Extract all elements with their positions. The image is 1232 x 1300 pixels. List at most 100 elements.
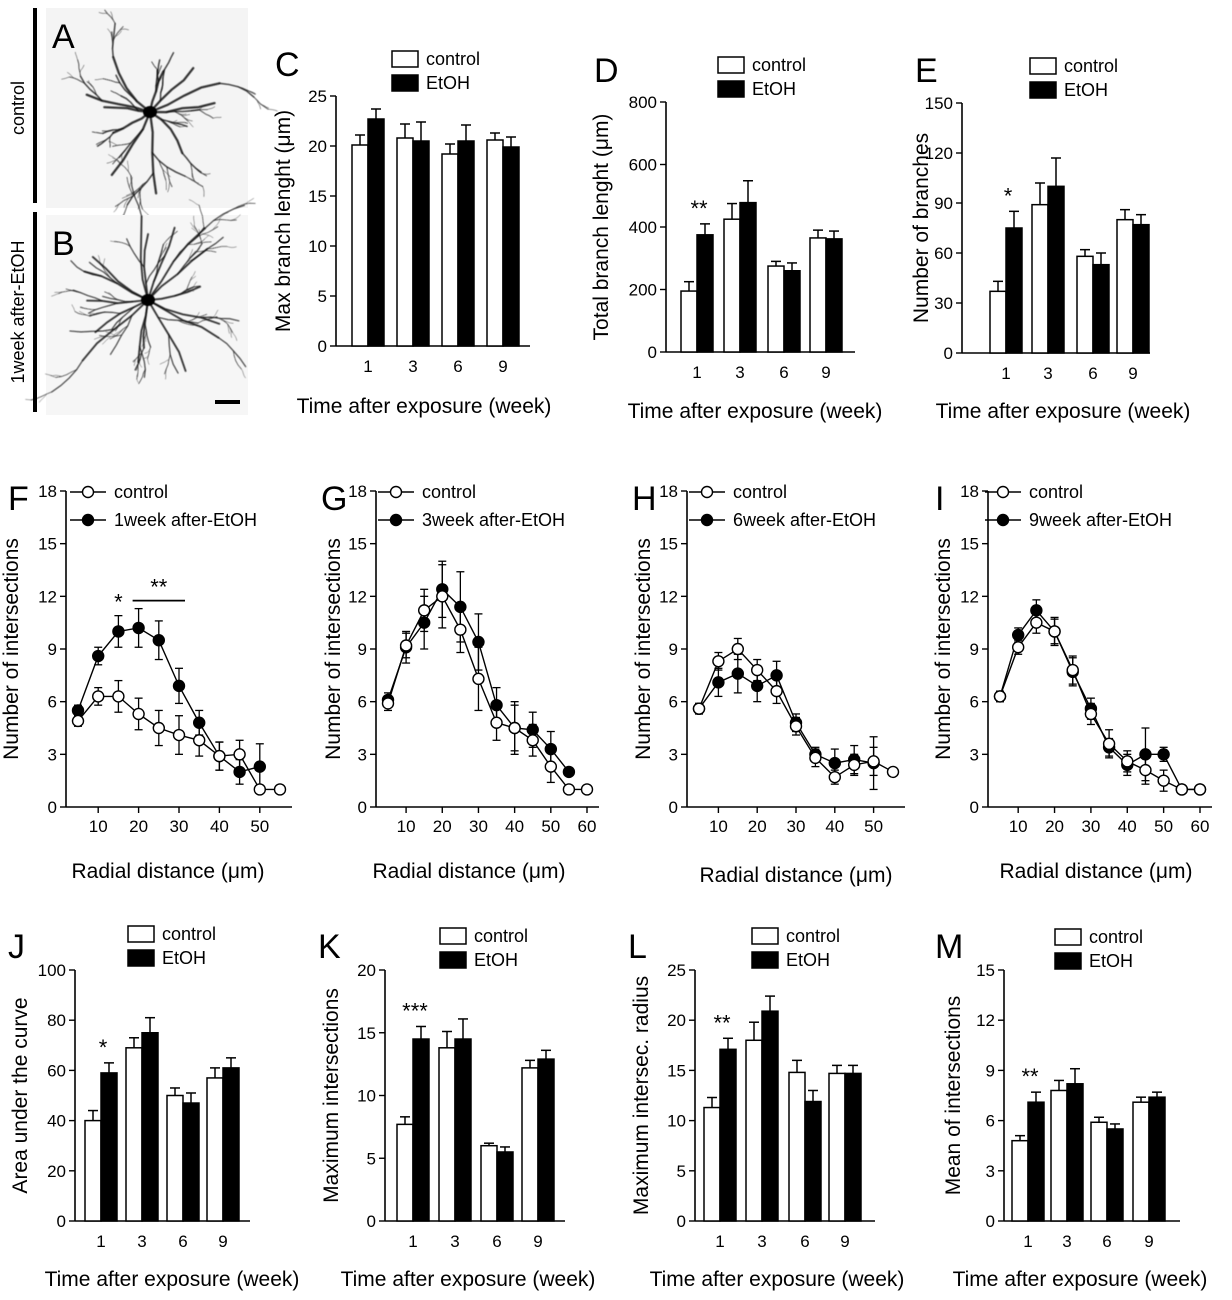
point-control-50	[1157, 774, 1170, 787]
y-tick-label: 15	[659, 535, 678, 554]
x-axis-label: Time after exposure (week)	[628, 400, 883, 423]
y-axis-label: Area under the curve	[9, 997, 32, 1193]
dendrite-process	[127, 160, 129, 172]
x-tick-label: 40	[1118, 817, 1137, 836]
legend-swatch-etoh	[717, 80, 745, 98]
bar-control-3	[745, 1039, 763, 1222]
panel-letter: I	[935, 480, 944, 518]
dendrite-process	[139, 345, 146, 378]
legend-label-etoh: 1week after-EtOH	[114, 510, 257, 530]
x-tick-label: 30	[1081, 817, 1100, 836]
dendrite-process	[109, 314, 133, 355]
dendrite-process	[61, 76, 70, 80]
dendrite-process	[51, 359, 84, 393]
x-tick-label: 40	[825, 817, 844, 836]
dendrite-process	[165, 368, 167, 380]
x-tick-label: 9	[498, 357, 507, 376]
x-axis-label: Radial distance (μm)	[700, 864, 893, 887]
dendrite-process	[112, 55, 152, 114]
panel-letter: H	[632, 480, 657, 518]
chart-panel-c: 0 5 10 15 20 25 Max branch lenght (μm) Time aft…	[272, 46, 551, 418]
legend-label-control: control	[114, 482, 168, 502]
dendrite-process	[117, 159, 132, 177]
dendrite-process	[143, 355, 149, 360]
x-tick-label: 9	[1128, 364, 1137, 383]
dendrite-process	[217, 337, 247, 368]
bar-etoh-9	[844, 1072, 862, 1222]
dendrite-process	[162, 169, 171, 178]
dendrite-process	[206, 106, 216, 110]
dendrite-process	[151, 61, 159, 71]
dendrite-process	[73, 289, 103, 302]
y-tick-label: 0	[648, 343, 657, 362]
x-tick-label: 50	[541, 817, 560, 836]
dendrite-process	[186, 276, 193, 291]
dendrite-process	[176, 243, 203, 275]
point-control-20	[751, 663, 764, 677]
dendrite-process	[109, 325, 129, 340]
point-control-20	[436, 590, 449, 603]
dendrite-process	[103, 78, 121, 84]
x-tick-label: 6	[800, 1232, 809, 1251]
x-axis-label: Time after exposure (week)	[953, 1268, 1208, 1291]
x-tick-label: 1	[715, 1232, 724, 1251]
dendrite-process	[51, 293, 59, 297]
dendrite-process	[94, 299, 149, 334]
dendrite-process	[218, 82, 255, 98]
dendrite-process	[164, 354, 171, 375]
dendrite-process	[115, 316, 123, 332]
series-line-control	[999, 621, 1200, 791]
dendrite-process	[134, 359, 136, 366]
point-control-35	[192, 734, 206, 747]
x-tick-label: 3	[137, 1232, 146, 1251]
y-tick-label: 6	[669, 693, 678, 712]
y-tick-label: 15	[348, 535, 367, 554]
dendrite-process	[165, 179, 167, 191]
x-axis-label: Time after exposure (week)	[341, 1268, 596, 1291]
dendrite-process	[139, 188, 143, 210]
micrograph-a-astrocyte	[61, 9, 278, 232]
bar-control-1	[84, 1119, 102, 1222]
point-control-45	[233, 748, 246, 761]
series-line-etoh	[77, 627, 260, 773]
dendrite-process	[129, 177, 133, 188]
y-tick-label: 600	[629, 156, 657, 175]
dendrite-process	[147, 346, 151, 360]
bar-etoh-6	[1106, 1128, 1124, 1222]
dendrite-process	[190, 163, 193, 178]
dendrite-process	[121, 194, 132, 199]
x-tick-label: 60	[1191, 817, 1210, 836]
point-etoh-15	[112, 625, 125, 638]
y-tick-label: 6	[358, 693, 367, 712]
point-control-45	[1139, 763, 1152, 777]
dendrite-process	[162, 52, 175, 73]
x-axis-label: Radial distance (μm)	[1000, 860, 1193, 883]
point-control-5	[692, 702, 706, 715]
dendrite-process	[190, 222, 197, 231]
y-tick-label: 3	[970, 745, 979, 764]
dendrite-process	[110, 110, 152, 176]
panel-letter: F	[8, 480, 29, 518]
y-tick-label: 15	[976, 961, 995, 980]
chart-panel-d: 0 200 400 600 800 Total branch lenght (μm) Tim…	[590, 52, 882, 423]
bar-control-3	[723, 218, 741, 353]
y-tick-label: 12	[960, 587, 979, 606]
x-tick-label: 6	[779, 363, 788, 382]
y-tick-label: 20	[47, 1162, 66, 1181]
point-control-40	[508, 721, 521, 735]
dendrite-process	[88, 261, 118, 284]
x-tick-label: 9	[821, 363, 830, 382]
y-tick-label: 9	[986, 1061, 995, 1080]
point-control-15	[417, 604, 431, 617]
point-etoh-15	[731, 667, 744, 680]
y-tick-label: 60	[47, 1061, 66, 1080]
dendrite-process	[55, 369, 77, 378]
y-axis-label: Maximum intersec. radius	[630, 976, 653, 1215]
legend-label-etoh: 9week after-EtOH	[1029, 510, 1172, 530]
dendrite-process	[187, 313, 208, 322]
panel-letter-a: A	[52, 18, 75, 56]
panel-letter: M	[935, 928, 963, 966]
point-etoh-25	[152, 634, 166, 647]
point-etoh-40	[828, 756, 841, 770]
bar-etoh-1	[412, 1038, 430, 1222]
